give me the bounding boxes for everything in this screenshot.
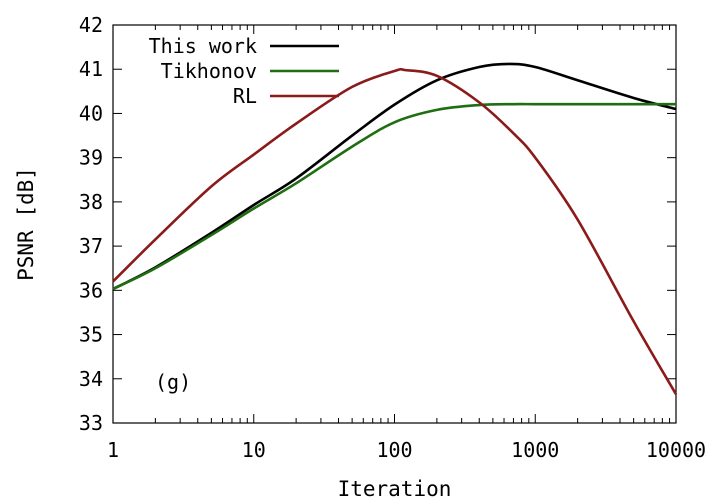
y-tick-label: 39: [79, 146, 103, 170]
x-axis-label: Iteration: [338, 477, 452, 501]
x-tick-label: 1: [107, 438, 119, 462]
axis-ticks: [112, 24, 677, 424]
legend-label: RL: [233, 84, 257, 108]
y-tick-label: 37: [79, 234, 103, 258]
x-tick-label: 100: [376, 438, 412, 462]
series-line-1: [112, 102, 676, 291]
x-tick-label: 10000: [646, 438, 706, 462]
y-tick-label: 41: [79, 57, 103, 81]
x-tick-labels: 1 10 100 1000 10000: [107, 438, 706, 462]
x-tick-label: 1000: [511, 438, 559, 462]
y-tick-label: 40: [79, 101, 103, 125]
x-tick-label: 10: [242, 438, 266, 462]
legend-label: This work: [149, 34, 257, 58]
y-tick-label: 34: [79, 367, 103, 391]
series-line-2: [112, 67, 678, 395]
y-tick-label: 42: [79, 13, 103, 37]
series-line-0: [112, 62, 677, 291]
y-tick-label: 38: [79, 190, 103, 214]
y-axis-label: PSNR [dB]: [14, 167, 38, 281]
y-tick-label: 36: [79, 278, 103, 302]
series-lines: [112, 62, 678, 395]
y-tick-label: 33: [79, 411, 103, 435]
y-tick-label: 35: [79, 323, 103, 347]
y-tick-labels: 33 34 35 36 37 38 39 40 41 42: [79, 13, 103, 435]
legend-label: Tikhonov: [161, 59, 257, 83]
panel-annotation: (g): [155, 370, 191, 394]
